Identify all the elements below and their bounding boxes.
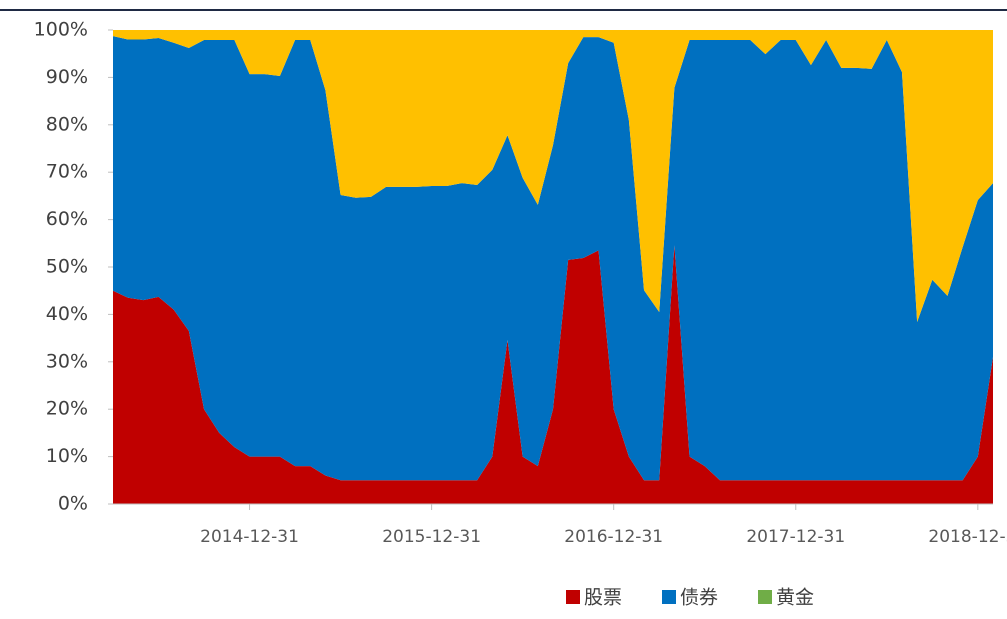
area (113, 36, 993, 481)
y-tick-label: 90% (46, 66, 88, 88)
legend-label: 股票 (584, 587, 622, 609)
y-tick-label: 50% (46, 256, 88, 278)
x-tick-label: 2014-12-31 (200, 527, 299, 547)
x-tick-label: 2016-12-31 (564, 527, 663, 547)
x-tick-label: 2018-12-31 (928, 527, 1007, 547)
legend-swatch (758, 590, 772, 604)
legend-swatch (662, 590, 676, 604)
area (113, 245, 993, 505)
y-tick-label: 0% (58, 493, 88, 515)
legend-swatch (566, 590, 580, 604)
y-tick-label: 40% (46, 303, 88, 325)
legend-label: 债券 (680, 587, 718, 609)
y-tick-label: 20% (46, 398, 88, 420)
y-tick-label: 70% (46, 161, 88, 183)
y-tick-label: 30% (46, 350, 88, 372)
y-tick-label: 10% (46, 445, 88, 467)
y-tick-label: 60% (46, 208, 88, 230)
x-tick-label: 2017-12-31 (746, 527, 845, 547)
area (113, 30, 993, 322)
legend-label: 黄金 (776, 587, 814, 609)
y-tick-label: 80% (46, 113, 88, 135)
x-tick-label: 2015-12-31 (382, 527, 481, 547)
y-tick-label: 100% (34, 19, 88, 41)
